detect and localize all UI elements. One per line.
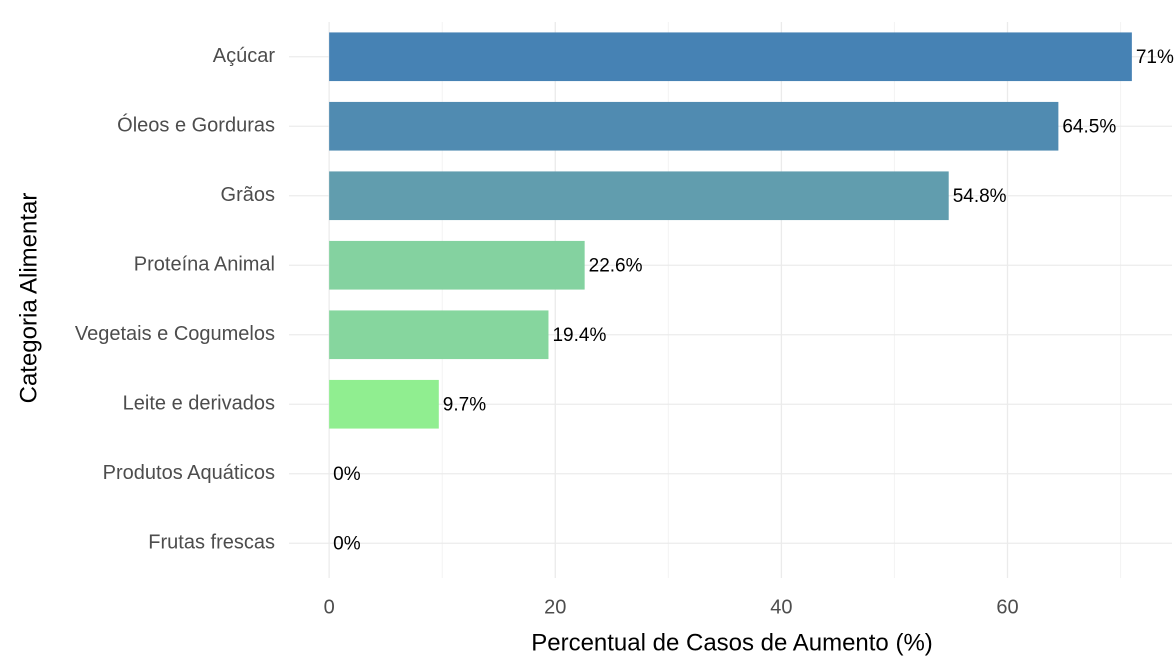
bar: [329, 32, 1132, 82]
value-label: 9.7%: [443, 394, 486, 415]
bar: [329, 379, 439, 429]
x-tick-label: 60: [996, 596, 1018, 618]
value-label: 19.4%: [552, 325, 606, 346]
value-label: 22.6%: [589, 255, 643, 276]
value-label: 0%: [333, 464, 361, 485]
value-label: 64.5%: [1062, 116, 1116, 137]
x-tick-label: 0: [324, 596, 335, 618]
x-tick-label: 20: [544, 596, 566, 618]
y-tick-label: Leite e derivados: [123, 393, 275, 415]
y-tick-label: Vegetais e Cogumelos: [75, 323, 275, 345]
y-tick-label: Grãos: [221, 184, 275, 206]
y-tick-label: Produtos Aquáticos: [103, 462, 275, 484]
x-axis-title: Percentual de Casos de Aumento (%): [531, 629, 933, 656]
bar: [329, 240, 585, 290]
value-label: 0%: [333, 533, 361, 554]
y-tick-label: Óleos e Gorduras: [117, 114, 275, 137]
y-tick-label: Proteína Animal: [134, 254, 275, 276]
x-tick-label: 40: [770, 596, 792, 618]
y-tick-label: Açúcar: [213, 45, 276, 67]
y-axis-title: Categoria Alimentar: [15, 193, 42, 404]
bar: [329, 171, 949, 221]
bar: [329, 101, 1059, 151]
value-label: 71%: [1136, 47, 1174, 68]
value-label: 54.8%: [953, 186, 1007, 207]
bar: [329, 310, 549, 360]
y-tick-label: Frutas frescas: [148, 532, 275, 554]
